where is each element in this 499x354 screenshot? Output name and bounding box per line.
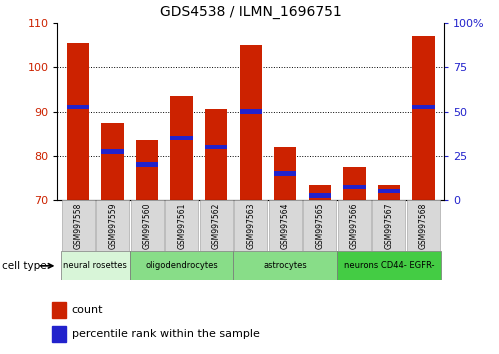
Text: GSM997567: GSM997567	[384, 202, 393, 249]
Text: percentile rank within the sample: percentile rank within the sample	[72, 329, 260, 339]
Bar	[171, 136, 193, 140]
Text: neural rosettes: neural rosettes	[63, 261, 127, 270]
Bar	[136, 162, 158, 167]
Text: oligodendrocytes: oligodendrocytes	[145, 261, 218, 270]
Bar	[67, 43, 89, 200]
FancyBboxPatch shape	[130, 251, 234, 280]
Bar	[378, 189, 400, 193]
Text: GSM997558: GSM997558	[73, 202, 83, 249]
Text: cell type: cell type	[2, 261, 47, 271]
FancyBboxPatch shape	[268, 200, 302, 251]
Bar	[343, 167, 366, 200]
Bar	[274, 171, 296, 176]
FancyBboxPatch shape	[61, 200, 95, 251]
FancyBboxPatch shape	[338, 200, 371, 251]
Bar	[240, 109, 262, 114]
FancyBboxPatch shape	[407, 200, 440, 251]
FancyBboxPatch shape	[61, 251, 130, 280]
Text: astrocytes: astrocytes	[263, 261, 307, 270]
Text: GSM997568: GSM997568	[419, 202, 428, 249]
Bar	[308, 193, 331, 198]
Bar	[205, 109, 228, 200]
Bar	[101, 122, 124, 200]
Text: GSM997562: GSM997562	[212, 202, 221, 249]
Text: GSM997565: GSM997565	[315, 202, 324, 249]
Bar	[52, 302, 66, 318]
FancyBboxPatch shape	[200, 200, 233, 251]
Bar	[274, 147, 296, 200]
FancyBboxPatch shape	[131, 200, 164, 251]
Bar	[412, 105, 435, 109]
Text: count: count	[72, 305, 103, 315]
Text: GSM997559: GSM997559	[108, 202, 117, 249]
Bar	[136, 140, 158, 200]
Text: GSM997566: GSM997566	[350, 202, 359, 249]
FancyBboxPatch shape	[234, 200, 267, 251]
Text: GSM997560: GSM997560	[143, 202, 152, 249]
FancyBboxPatch shape	[337, 251, 441, 280]
Bar	[171, 96, 193, 200]
Bar	[52, 326, 66, 342]
Text: GSM997561: GSM997561	[177, 202, 186, 249]
Bar	[343, 184, 366, 189]
FancyBboxPatch shape	[234, 251, 337, 280]
Bar	[101, 149, 124, 154]
Bar	[67, 105, 89, 109]
Bar	[205, 145, 228, 149]
Bar	[308, 184, 331, 200]
Text: neurons CD44- EGFR-: neurons CD44- EGFR-	[344, 261, 434, 270]
FancyBboxPatch shape	[165, 200, 198, 251]
FancyBboxPatch shape	[96, 200, 129, 251]
FancyBboxPatch shape	[303, 200, 336, 251]
Bar	[240, 45, 262, 200]
Text: GSM997564: GSM997564	[281, 202, 290, 249]
FancyBboxPatch shape	[372, 200, 405, 251]
Bar	[378, 184, 400, 200]
Title: GDS4538 / ILMN_1696751: GDS4538 / ILMN_1696751	[160, 5, 342, 19]
Bar	[412, 36, 435, 200]
Text: GSM997563: GSM997563	[246, 202, 255, 249]
